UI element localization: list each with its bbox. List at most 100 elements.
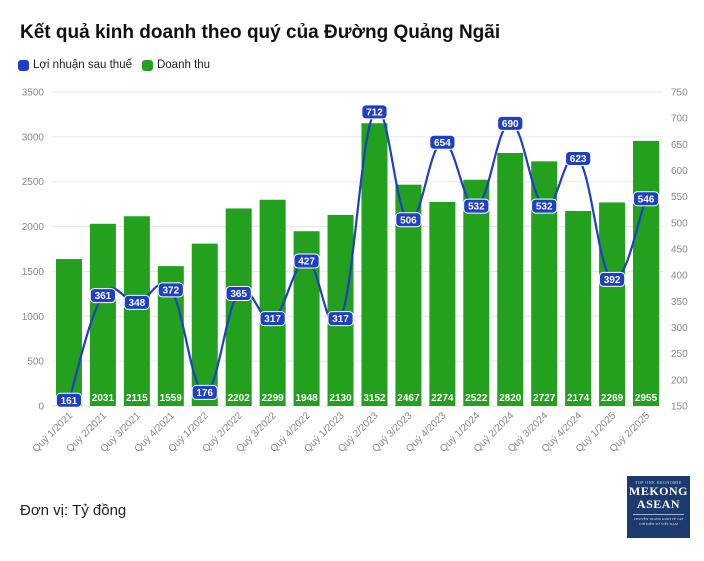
revenue-value-label: 2955 xyxy=(635,393,658,404)
profit-value-label: 317 xyxy=(264,314,281,325)
y-right-tick-label: 700 xyxy=(671,114,688,125)
legend-swatch-revenue xyxy=(141,59,153,71)
profit-label-box xyxy=(225,285,252,301)
revenue-bar xyxy=(633,140,660,406)
brand-logo: TOP ONE EKONOMIE MEKONG ASEAN CHUYÊN TRA… xyxy=(627,476,690,538)
y-left-tick-label: 3000 xyxy=(22,132,45,143)
profit-value-label: 392 xyxy=(604,275,621,286)
profit-label-box xyxy=(259,311,286,327)
revenue-value-label: 2467 xyxy=(397,393,420,404)
profit-label-box xyxy=(361,104,388,120)
revenue-bar xyxy=(327,214,354,406)
y-right-tick-label: 150 xyxy=(671,402,688,413)
revenue-value-label: 1559 xyxy=(160,393,183,404)
logo-line-2: ASEAN xyxy=(636,497,681,511)
profit-value-label: 623 xyxy=(570,154,587,165)
profit-label-box xyxy=(463,198,490,214)
profit-value-label: 372 xyxy=(162,285,179,296)
y-right-tick-label: 600 xyxy=(671,166,688,177)
revenue-bar xyxy=(429,201,456,406)
y-right-tick-label: 250 xyxy=(671,349,688,360)
legend-swatch-profit xyxy=(18,59,29,71)
profit-labels: 161 361 348 372 176 365 317 427 317 712 506 654 532 6… xyxy=(55,104,660,408)
revenue-value-label: 2130 xyxy=(329,393,352,404)
unit-note: Đơn vị: Tỷ đồng xyxy=(20,502,127,519)
y-right-tick-label: 650 xyxy=(671,140,688,151)
profit-line xyxy=(67,108,648,401)
chart-canvas: 0 500 1000 1500 2000 2500 3000 3500 150 200 250 30… xyxy=(22,88,688,455)
legend-item-revenue[interactable]: Doanh thu xyxy=(141,59,211,71)
profit-label-box xyxy=(632,191,660,207)
y-axis-right: 150 200 250 300 350 400 450 500 550 600 650 700 750 xyxy=(671,88,688,413)
revenue-bar xyxy=(55,259,82,406)
revenue-value-label: 2115 xyxy=(126,393,148,404)
profit-label-box xyxy=(123,294,150,310)
profit-label-box xyxy=(598,271,626,287)
profit-label-box xyxy=(429,134,456,150)
y-right-tick-label: 550 xyxy=(671,192,688,203)
profit-value-label: 365 xyxy=(230,289,247,300)
revenue-bar xyxy=(225,208,252,406)
y-right-tick-label: 200 xyxy=(671,375,688,386)
y-left-tick-label: 1000 xyxy=(22,312,45,323)
profit-line-path xyxy=(67,108,648,401)
grid-lines xyxy=(52,91,663,407)
profit-value-label: 348 xyxy=(129,298,146,309)
profit-value-label: 690 xyxy=(502,119,519,130)
revenue-value-label: 2031 xyxy=(92,393,115,404)
chart-title: Kết quả kinh doanh theo quý của Đường Qu… xyxy=(20,22,501,43)
revenue-bar xyxy=(259,199,286,406)
y-right-tick-label: 750 xyxy=(671,88,688,99)
revenue-value-label: 2202 xyxy=(228,393,251,404)
revenue-value-label: 1948 xyxy=(295,393,318,404)
y-left-tick-label: 500 xyxy=(27,357,44,368)
y-left-tick-label: 3500 xyxy=(22,88,45,99)
revenue-value-label: 2820 xyxy=(499,393,522,404)
logo-sub-text: CHUYÊN TRANG KINH TẾ TẠP CHÍ ĐIỆN TỬ VIỆ… xyxy=(633,517,684,526)
profit-value-label: 161 xyxy=(61,396,78,407)
revenue-value-label: 2299 xyxy=(262,393,285,404)
legend-label-revenue: Doanh thu xyxy=(156,59,211,71)
legend-label-profit: Lợi nhuận sau thuế xyxy=(33,59,132,71)
y-right-tick-label: 400 xyxy=(671,271,688,282)
profit-label-box xyxy=(293,253,320,269)
profit-value-label: 532 xyxy=(468,202,485,213)
revenue-value-label: 2727 xyxy=(533,393,556,404)
y-left-tick-label: 0 xyxy=(38,402,44,413)
revenue-bar xyxy=(599,202,626,406)
profit-value-label: 176 xyxy=(196,388,213,399)
revenue-bar xyxy=(463,179,490,406)
profit-value-label: 654 xyxy=(434,138,451,149)
revenue-value-label: 2522 xyxy=(465,393,488,404)
profit-label-box xyxy=(191,384,218,400)
y-right-tick-label: 300 xyxy=(671,323,688,334)
logo-divider xyxy=(633,514,684,515)
y-left-tick-label: 2500 xyxy=(22,177,45,188)
profit-value-label: 712 xyxy=(366,107,383,118)
legend-item-profit[interactable]: Lợi nhuận sau thuế xyxy=(18,59,132,71)
y-left-tick-label: 1500 xyxy=(22,267,45,278)
profit-value-label: 546 xyxy=(638,194,655,205)
profit-label-box xyxy=(89,288,117,304)
profit-value-label: 427 xyxy=(298,257,315,268)
revenue-bar xyxy=(565,210,592,406)
revenue-bar xyxy=(361,123,388,406)
profit-value-label: 506 xyxy=(400,215,417,226)
profit-value-label: 361 xyxy=(95,291,112,302)
profit-label-box xyxy=(55,392,83,408)
y-left-tick-label: 2000 xyxy=(22,222,45,233)
profit-value-label: 532 xyxy=(536,202,553,213)
profit-label-box xyxy=(565,150,592,166)
revenue-value-label: 2269 xyxy=(601,393,624,404)
y-axis-left: 0 500 1000 1500 2000 2500 3000 3500 xyxy=(22,88,45,413)
y-right-tick-label: 450 xyxy=(671,245,688,256)
revenue-bar xyxy=(123,216,150,406)
revenue-labels: 2031 2115 1559 2202 2299 1948 2130 3152 2467 2274… xyxy=(92,393,658,404)
profit-label-box xyxy=(497,115,524,131)
logo-line-1: MEKONG xyxy=(629,484,688,498)
revenue-value-label: 2274 xyxy=(431,393,454,404)
profit-label-box xyxy=(531,198,558,214)
revenue-value-label: 2174 xyxy=(567,393,590,404)
y-right-tick-label: 350 xyxy=(671,297,688,308)
